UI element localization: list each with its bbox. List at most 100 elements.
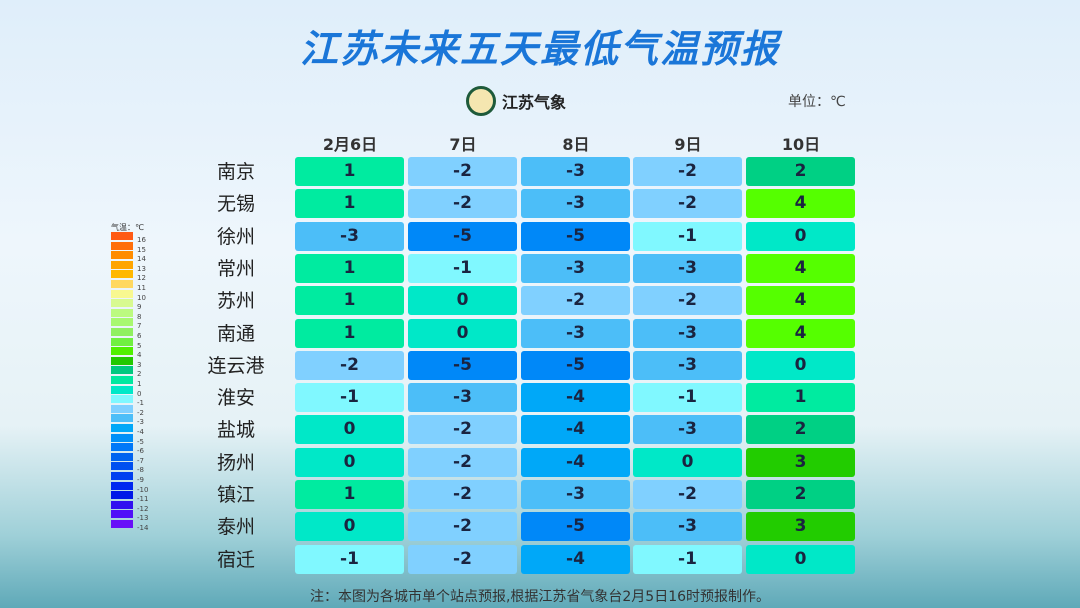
temperature-cell: 0 — [746, 221, 855, 251]
legend-swatch — [111, 472, 133, 480]
unit-label: 单位：℃ — [788, 94, 846, 110]
legend-label: -7 — [137, 456, 144, 465]
temperature-cell: 1 — [295, 189, 404, 219]
temperature-cell: -2 — [408, 189, 517, 219]
temperature-cell: -1 — [295, 544, 404, 574]
temperature-cell: 0 — [746, 544, 855, 574]
temperature-cell: 0 — [295, 415, 404, 445]
temperature-cell: -4 — [521, 415, 630, 445]
legend-swatch — [111, 462, 133, 471]
legend-swatch — [111, 452, 133, 461]
temperature-cell: -2 — [408, 512, 517, 542]
temperature-cell: -2 — [408, 480, 517, 509]
legend-swatch — [111, 491, 133, 500]
temperature-cell: -3 — [521, 480, 630, 509]
legend-swatch — [111, 376, 133, 384]
city-label: 无锡 — [216, 193, 255, 216]
legend-label: -6 — [137, 447, 144, 456]
legend-label: 13 — [137, 264, 146, 273]
legend-label: 1 — [137, 380, 142, 388]
legend-label: 11 — [137, 284, 146, 292]
temperature-cell: -2 — [408, 447, 517, 477]
temperature-cell: 1 — [295, 480, 404, 509]
temperature-cell: -2 — [633, 189, 742, 219]
logo-text: 江苏气象 — [502, 93, 567, 112]
city-label: 徐州 — [216, 225, 255, 248]
legend-swatch — [111, 289, 133, 298]
legend-swatch — [111, 347, 133, 356]
legend-swatch — [111, 395, 133, 404]
logo: 江苏气象 — [466, 86, 566, 116]
legend-label: 7 — [137, 322, 142, 331]
temperature-cell: -3 — [633, 512, 742, 542]
temperature-cell: 0 — [408, 318, 517, 348]
legend-swatch — [111, 433, 133, 442]
temperature-cell: 1 — [295, 253, 404, 283]
legend-swatch — [111, 251, 133, 260]
temperature-cell: -2 — [295, 350, 404, 380]
temperature-cell: -1 — [633, 221, 742, 251]
temperature-cell: -2 — [633, 157, 742, 186]
legend-swatch — [111, 318, 133, 327]
column-header: 8日 — [562, 135, 590, 154]
temperature-cell: 4 — [746, 253, 855, 283]
legend-label: 10 — [137, 293, 146, 302]
city-label: 镇江 — [216, 484, 255, 506]
temperature-cell: 0 — [746, 350, 855, 380]
legend-label: -13 — [137, 514, 149, 523]
temperature-cell: 3 — [746, 447, 855, 477]
temperature-cell: -5 — [521, 512, 630, 542]
legend-label: -1 — [137, 399, 144, 408]
legend-label: 12 — [137, 274, 146, 283]
temperature-cell: 2 — [746, 157, 855, 186]
temperature-cell: 4 — [746, 189, 855, 219]
legend-label: 0 — [137, 389, 142, 398]
city-label: 淮安 — [216, 387, 255, 410]
page-title: 江苏未来五天最低气温预报 — [299, 27, 780, 71]
footnote: 注：本图为各城市单个站点预报,根据江苏省气象台2月5日16时预报制作。 — [309, 589, 771, 605]
legend-label: 3 — [137, 360, 142, 369]
legend-label: -10 — [137, 485, 149, 494]
city-label: 盐城 — [216, 419, 255, 442]
legend-label: -8 — [137, 466, 144, 475]
legend-swatch — [111, 337, 133, 346]
legend-label: 2 — [137, 370, 142, 379]
temperature-cell: -3 — [633, 415, 742, 445]
legend-swatch — [111, 260, 133, 269]
temperature-cell: -3 — [633, 253, 742, 283]
temperature-cell: -2 — [408, 157, 517, 186]
temperature-cell: -2 — [633, 480, 742, 509]
temperature-cell: -4 — [521, 544, 630, 574]
temperature-cell: -3 — [633, 350, 742, 380]
temperature-cell: -2 — [408, 415, 517, 445]
city-label: 苏州 — [216, 290, 255, 313]
temperature-cell: -4 — [521, 447, 630, 477]
legend-swatch — [111, 241, 133, 250]
temperature-cell: 1 — [295, 318, 404, 348]
temperature-cell: 2 — [746, 480, 855, 509]
legend-label: 14 — [137, 255, 146, 264]
temperature-cell: -2 — [633, 286, 742, 316]
column-header: 7日 — [449, 135, 477, 154]
legend-swatch — [111, 385, 133, 394]
temperature-cell: -2 — [521, 286, 630, 316]
legend-swatch — [111, 356, 133, 365]
temperature-cell: 1 — [295, 286, 404, 316]
legend-label: -4 — [137, 428, 144, 436]
column-header: 9日 — [674, 135, 702, 154]
legend-label: -2 — [137, 408, 144, 417]
temperature-cell: 3 — [746, 512, 855, 542]
legend-label: -3 — [137, 418, 144, 427]
temperature-cell: -1 — [633, 544, 742, 574]
temperature-cell: 4 — [746, 286, 855, 316]
city-label: 宿迁 — [216, 548, 255, 571]
legend-label: -14 — [137, 524, 149, 532]
legend-swatch — [111, 270, 133, 279]
legend-swatch — [111, 366, 133, 375]
legend-swatch — [111, 404, 133, 413]
temperature-cell: -4 — [521, 383, 630, 413]
legend-swatch — [111, 500, 133, 509]
legend-label: 9 — [137, 303, 142, 312]
temperature-cell: -3 — [408, 383, 517, 413]
temperature-cell: 1 — [295, 157, 404, 186]
